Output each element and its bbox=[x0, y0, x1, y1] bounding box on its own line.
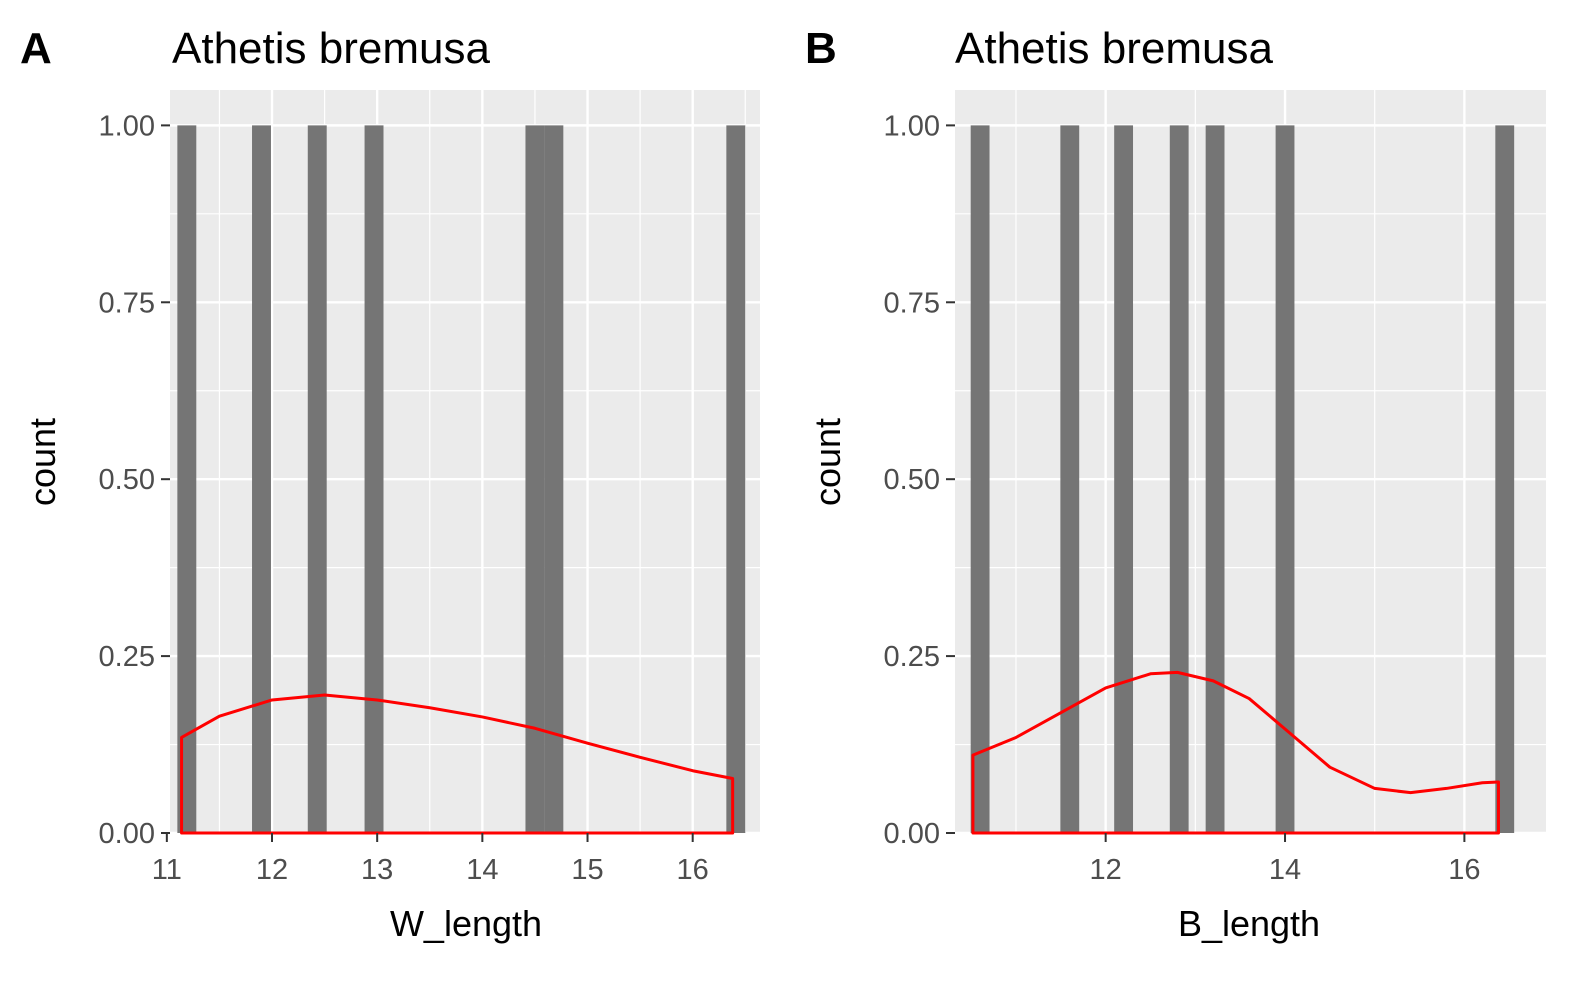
panel-b-x-tick-label: 12 bbox=[1090, 854, 1122, 886]
panel-b-bar bbox=[970, 125, 990, 833]
panel-a-x-tick-label: 14 bbox=[466, 854, 498, 886]
panel-b-title: Athetis bremusa bbox=[955, 24, 1273, 73]
panel-a-y-tick-label: 0.00 bbox=[99, 818, 155, 850]
panel-a-y-tick-label: 0.25 bbox=[99, 641, 155, 673]
panel-b-y-tick-label: 0.75 bbox=[884, 287, 940, 319]
panel-b-label: B bbox=[805, 24, 837, 73]
panel-a-bar bbox=[364, 125, 384, 833]
panel-a-label: A bbox=[20, 24, 52, 73]
panel-b-x-tick-label: 16 bbox=[1448, 854, 1480, 886]
panel-b-xlabel: B_length bbox=[1178, 903, 1320, 944]
panel-b-bar bbox=[1275, 125, 1295, 833]
panel-a-bar bbox=[307, 125, 327, 833]
panel-a-x-tick-label: 11 bbox=[152, 854, 182, 886]
panel-b-y-tick-label: 1.00 bbox=[884, 110, 940, 142]
panel-a-y-tick-label: 1.00 bbox=[99, 110, 155, 142]
panel-a-bar bbox=[177, 125, 197, 833]
panel-a-title: Athetis bremusa bbox=[172, 24, 490, 73]
panel-a-x-tick-label: 12 bbox=[256, 854, 288, 886]
panel-b-bar bbox=[1495, 125, 1515, 833]
panel-a-bar bbox=[525, 125, 545, 833]
panel-a-x-tick-label: 16 bbox=[677, 854, 709, 886]
panel-b-bar bbox=[1060, 125, 1080, 833]
panel-b-y-tick-label: 0.50 bbox=[884, 464, 940, 496]
panel-a-x-tick-label: 15 bbox=[571, 854, 603, 886]
panel-a: A Athetis bremusa W_length count 0.00 0.2… bbox=[20, 24, 760, 944]
panel-b-density-curve bbox=[971, 670, 1500, 835]
panel-a-ylabel: count bbox=[22, 418, 63, 506]
panel-a-x-tick-label: 13 bbox=[361, 854, 393, 886]
panel-a-plot-area: 0.00 0.25 0.50 0.75 1.00 11 12 13 14 15 16 bbox=[99, 90, 760, 886]
panel-b-x-tick-label: 14 bbox=[1269, 854, 1301, 886]
panel-a-bar bbox=[726, 125, 746, 833]
panel-a-y-tick-label: 0.75 bbox=[99, 287, 155, 319]
panel-a-bar bbox=[252, 125, 271, 833]
panel-b-y-tick-label: 0.00 bbox=[884, 818, 940, 850]
panel-b-y-tick-label: 0.25 bbox=[884, 641, 940, 673]
panel-b-plot-area: 0.00 0.25 0.50 0.75 1.00 12 14 16 bbox=[884, 90, 1546, 886]
panel-a-bar bbox=[544, 125, 564, 833]
panel-a-y-tick-label: 0.50 bbox=[99, 464, 155, 496]
panel-b-ylabel: count bbox=[807, 418, 848, 506]
panel-b: B Athetis bremusa B_length count 0.00 0.2… bbox=[805, 24, 1546, 944]
panel-a-xlabel: W_length bbox=[390, 903, 542, 944]
panel-b-bar bbox=[1114, 125, 1134, 833]
panel-b-bar bbox=[1169, 125, 1189, 833]
panel-b-bar bbox=[1205, 125, 1225, 833]
panel-a-density-curve bbox=[180, 693, 735, 835]
